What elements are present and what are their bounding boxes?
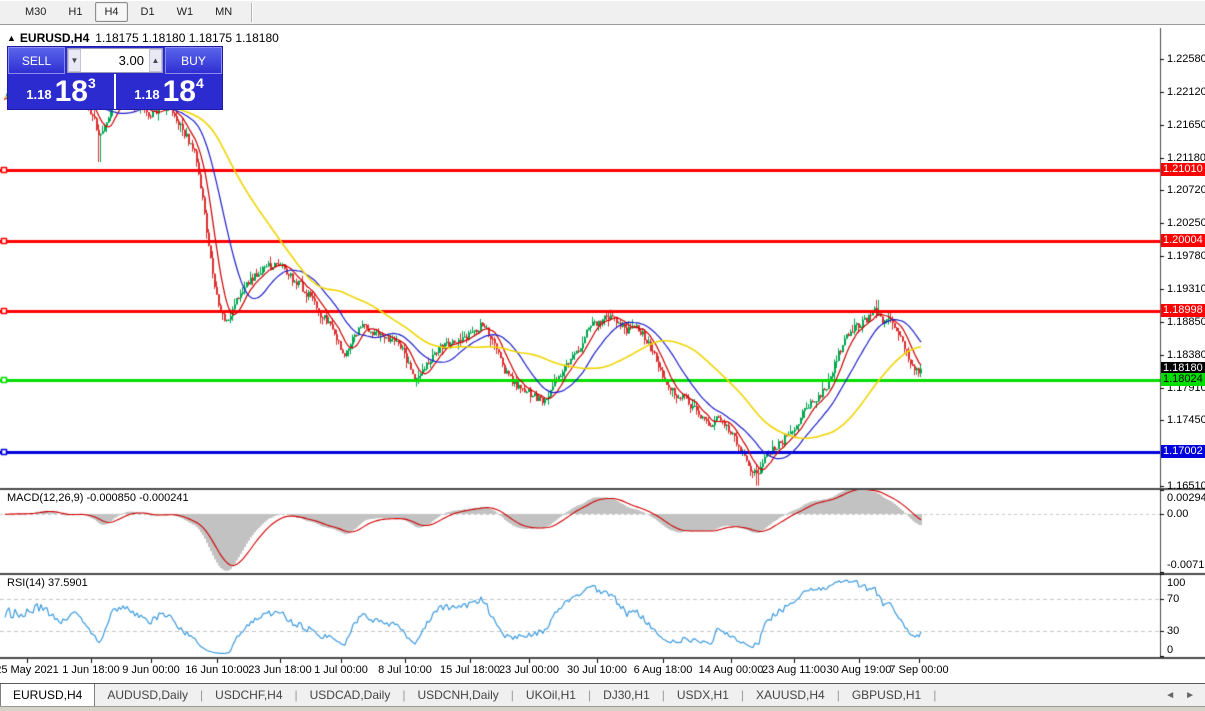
time-axis-label: 30 Jul 10:00 <box>567 664 627 676</box>
tab-UKOil-H1[interactable]: UKOil,H1 <box>525 688 576 702</box>
window-bottom-strip <box>0 706 1205 711</box>
time-axis-label: 23 Jun 18:00 <box>248 664 312 676</box>
timeframe-button-W1[interactable]: W1 <box>176 6 194 18</box>
tab-GBPUSD-H1[interactable]: GBPUSD,H1 <box>851 688 922 702</box>
price-axis-tick: 1.19780 <box>1167 250 1205 263</box>
tab-separator: | <box>294 688 298 702</box>
time-axis-label: 14 Aug 00:00 <box>698 664 764 676</box>
price-line-label-1.20004: 1.20004 <box>1161 234 1205 247</box>
price-line-label-1.21010: 1.21010 <box>1161 163 1205 176</box>
caption-symbol: EURUSD,H4 <box>19 31 90 45</box>
tab-separator: | <box>740 688 745 702</box>
buy-button[interactable]: BUY <box>165 47 222 74</box>
time-axis-label: 30 Aug 19:00 <box>826 664 892 676</box>
price-axis-tick: 1.20250 <box>1167 217 1205 230</box>
time-axis-label: 1 Jul 00:00 <box>314 664 368 676</box>
tab-XAUUSD-H4[interactable]: XAUUSD,H4 <box>756 688 825 702</box>
rsi-axis-tick: 100 <box>1167 577 1186 589</box>
time-axis-label: 16 Jun 10:00 <box>185 664 249 676</box>
price-line-label-1.18024: 1.18024 <box>1161 373 1205 386</box>
time-axis-label: 23 Aug 11:00 <box>761 664 827 676</box>
time-axis-label: 15 Jul 18:00 <box>440 664 500 676</box>
tab-separator: | <box>587 688 592 702</box>
timeframe-button-M30[interactable]: M30 <box>25 6 47 18</box>
symbol-tabbar: EURUSD,H4 AUDUSD,Daily | USDCHF,H4 | USDCAD,D… <box>0 683 1205 706</box>
price-axis-tick: 1.22580 <box>1167 53 1205 66</box>
tab-USDCNH-Daily[interactable]: USDCNH,Daily <box>417 688 499 702</box>
time-axis-label: 25 May 2021 <box>0 664 59 676</box>
buy-price-big: 18 <box>162 75 196 109</box>
macd-axis-tick: 0.002947 <box>1167 492 1205 504</box>
buy-price-display: 1.18 18 4 <box>116 74 222 109</box>
rsi-axis-tick: 30 <box>1167 625 1180 638</box>
sell-price-prefix: 1.18 <box>26 87 52 102</box>
tab-USDX-H1[interactable]: USDX,H1 <box>676 688 729 702</box>
time-axis-label: 8 Jul 10:00 <box>378 664 432 676</box>
sell-price-big: 18 <box>54 75 88 109</box>
tab-separator: | <box>402 688 406 702</box>
volume-input[interactable] <box>81 49 149 72</box>
tabbar-scroll-right-icon[interactable]: ► <box>1185 689 1195 701</box>
volume-down-button[interactable]: ▼ <box>68 49 82 72</box>
rsi-axis-tick: 0 <box>1167 644 1174 656</box>
price-axis-tick: 1.17450 <box>1167 414 1205 427</box>
price-line-label-1.18180: 1.18180 <box>1161 362 1205 375</box>
tab-EURUSD-H4[interactable]: EURUSD,H4 <box>0 684 96 706</box>
one-click-trade-panel: SELL ▼ ▲ BUY 1.18 18 3 1.18 18 4 <box>7 46 223 110</box>
timeframe-button-H4[interactable]: H4 <box>95 2 128 22</box>
timeframe-button-H1[interactable]: H1 <box>68 6 83 18</box>
price-axis-tick: 1.18850 <box>1167 315 1205 328</box>
sell-price-sup: 3 <box>87 75 96 91</box>
volume-up-button[interactable]: ▲ <box>148 49 162 72</box>
chart-caption: ▲ EURUSD,H4 1.18175 1.18180 1.18175 1.1818… <box>7 31 279 45</box>
buy-price-prefix: 1.18 <box>134 87 160 102</box>
time-axis-label: 6 Aug 18:00 <box>633 664 693 676</box>
macd-label: MACD(12,26,9) -0.000850 -0.000241 <box>7 492 189 504</box>
tab-USDCHF-H4[interactable]: USDCHF,H4 <box>215 688 283 702</box>
tabbar-scroll-left-icon[interactable]: ◄ <box>1165 689 1176 701</box>
timeframe-toolbar: M30 H1 H4 D1 W1 MN <box>0 0 1205 25</box>
rsi-axis-tick: 70 <box>1167 592 1180 605</box>
tab-DJ30-H1[interactable]: DJ30,H1 <box>603 688 650 702</box>
price-axis-tick: 1.19310 <box>1167 283 1205 296</box>
tab-separator: | <box>836 688 840 702</box>
tab-separator: | <box>510 688 514 702</box>
macd-axis-tick: -0.007151 <box>1167 559 1205 571</box>
time-axis-label: 23 Jul 00:00 <box>499 664 559 676</box>
sell-button[interactable]: SELL <box>8 47 65 74</box>
sell-price-display: 1.18 18 3 <box>8 74 116 109</box>
tab-separator: | <box>661 688 665 702</box>
price-axis-tick: 1.18380 <box>1167 348 1205 361</box>
timeframe-button-MN[interactable]: MN <box>215 6 233 18</box>
time-axis-label: 7 Sep 00:00 <box>889 664 949 676</box>
price-line-label-1.17002: 1.17002 <box>1161 445 1205 458</box>
timeframe-button-D1[interactable]: D1 <box>140 6 155 18</box>
tab-separator: | <box>200 688 204 702</box>
price-axis-tick: 1.21650 <box>1167 118 1205 131</box>
price-axis-tick: 1.21180 <box>1167 151 1205 164</box>
rsi-label: RSI(14) 37.5901 <box>7 577 88 589</box>
buy-price-sup: 4 <box>195 75 204 91</box>
time-axis-label: 1 Jun 18:00 <box>62 664 120 676</box>
macd-axis-tick: 0.00 <box>1167 507 1189 520</box>
toolbar-separator <box>251 2 253 22</box>
price-axis-tick: 1.16510 <box>1167 480 1205 493</box>
time-axis-label: 9 Jun 00:00 <box>122 664 180 676</box>
tab-AUDUSD-Daily[interactable]: AUDUSD,Daily <box>107 688 189 702</box>
caption-triangle-icon: ▲ <box>7 33 16 43</box>
volume-spinner: ▼ ▲ <box>67 48 163 73</box>
tab-USDCAD-Daily[interactable]: USDCAD,Daily <box>309 688 391 702</box>
tabbar-scroll-arrows: ◄ ► <box>1165 684 1195 706</box>
price-axis-tick: 1.20720 <box>1167 184 1205 197</box>
tab-separator: | <box>933 688 937 702</box>
price-line-label-1.18998: 1.18998 <box>1161 304 1205 317</box>
caption-quote: 1.18175 1.18180 1.18175 1.18180 <box>95 31 279 45</box>
price-axis-tick: 1.22120 <box>1167 85 1205 98</box>
